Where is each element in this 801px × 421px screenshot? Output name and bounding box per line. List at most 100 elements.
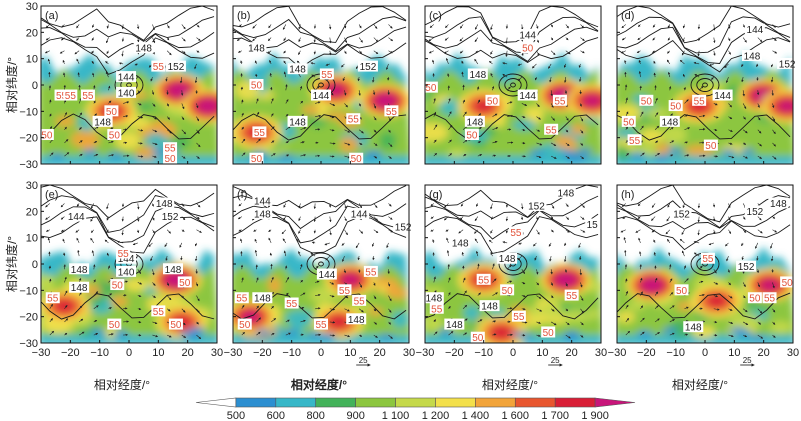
- vector-reference: 25: [548, 356, 563, 367]
- contour-label-box: [544, 123, 559, 135]
- contour-label: 55: [321, 70, 333, 81]
- contour-label: 50: [109, 320, 121, 331]
- contour-label: 55: [286, 299, 298, 310]
- contour-label: 140: [118, 267, 135, 278]
- contour-label: 50: [41, 131, 53, 142]
- contour-label-box: [116, 265, 137, 277]
- x-tick-label: −20: [637, 347, 656, 359]
- axis-titles: 相对纬度/° 相对纬度/° 相对经度/° 相对经度/° 相对经度/° 相对经度/°: [4, 57, 728, 392]
- contour-label: 148: [744, 52, 761, 63]
- contour-label: 148: [685, 323, 702, 334]
- contour-label-box: [237, 318, 252, 330]
- contour-label-box: [552, 94, 567, 106]
- contour-label: 50: [543, 328, 555, 339]
- x-tick-label: −30: [32, 347, 51, 359]
- colorbar-label: 900: [346, 410, 364, 421]
- contour-label-box: [249, 79, 264, 90]
- panel-label: (e): [45, 189, 58, 201]
- x-tick-label: 0: [510, 347, 516, 359]
- wind-vectors: [428, 24, 585, 160]
- contour-label-box: [780, 276, 795, 288]
- contour-label-box: [116, 247, 131, 259]
- contour-label: 50: [251, 81, 263, 92]
- vector-reference: 25: [356, 356, 371, 367]
- y-axis-title: 相对纬度/°: [4, 236, 19, 292]
- contour-label-box: [284, 297, 299, 309]
- contour-label-box: [683, 321, 704, 333]
- y-tick-label: −20: [19, 133, 38, 145]
- contour-label-box: [464, 129, 479, 141]
- contour-label-box: [674, 284, 689, 296]
- contour-label-box: [585, 218, 600, 230]
- contour-label-box: [393, 221, 414, 233]
- contour-label: 148: [425, 294, 442, 305]
- contour-label-box: [517, 89, 538, 101]
- contour-label-box: [508, 226, 523, 238]
- x-tick-label: 10: [344, 347, 356, 359]
- contour-label-box: [712, 89, 733, 101]
- contour-label-box: [252, 126, 267, 138]
- contour-label-box: [627, 134, 642, 146]
- contour-label: 148: [469, 70, 486, 81]
- x-tick-label: −30: [416, 347, 435, 359]
- x-tick-label: −20: [61, 347, 80, 359]
- contour-label-box: [69, 281, 90, 293]
- contour-label-box: [252, 194, 273, 206]
- x-tick-label: 30: [403, 347, 415, 359]
- contour-label: 148: [499, 254, 516, 265]
- panel-b: 148 148 152 144 148 50 55 55 55 55 50 50 (b): [232, 5, 410, 165]
- contour-label: 55: [47, 294, 59, 305]
- axis-ticks: −30 −20 −10 0 10 20 30 −30 −20 −10 0 10 20 30: [19, 180, 223, 359]
- contour-label: 152: [360, 62, 377, 73]
- colorbar-segment: [395, 397, 436, 408]
- panel-d: 144 148 152 144 148 55 50 50 50 55 50 (d): [616, 5, 798, 165]
- colorbar-label: 800: [307, 410, 325, 421]
- height-contours: [425, 185, 599, 320]
- contour-label: 144: [714, 91, 731, 102]
- contour-label: 55: [478, 275, 490, 286]
- contour-label-box: [747, 292, 762, 304]
- colorbar-label: 600: [267, 410, 285, 421]
- contour-label: 148: [481, 302, 498, 313]
- y-axis-title: 相对纬度/°: [4, 57, 19, 113]
- contour-label: 50: [472, 333, 484, 344]
- contour-label-box: [177, 276, 192, 288]
- y-tick-label: 0: [32, 259, 38, 271]
- contour-label-box: [246, 42, 267, 54]
- contour-label-box: [671, 207, 692, 219]
- contour-label-box: [346, 313, 367, 325]
- wind-vectors: [620, 203, 778, 339]
- contour-label: 55: [431, 304, 443, 315]
- contour-label-box: [744, 23, 765, 35]
- contour-label: 50: [705, 141, 717, 152]
- contour-label: 55: [153, 62, 165, 73]
- contour-label-box: [357, 60, 378, 72]
- contour-label: 50: [676, 286, 688, 297]
- contour-label-box: [316, 268, 337, 280]
- contour-label: 55: [566, 291, 578, 302]
- x-axis-title: 相对经度/°: [482, 377, 538, 392]
- contour-label: 55: [354, 296, 366, 307]
- contour-label-box: [520, 42, 535, 54]
- contour-label: 55: [386, 107, 398, 118]
- contour-label-box: [252, 292, 273, 304]
- contour-label-box: [319, 68, 334, 80]
- contour-label-box: [464, 115, 485, 127]
- colorbar-segment: [275, 397, 317, 408]
- height-contours: [617, 6, 791, 141]
- vector-reference-label: 25: [551, 356, 560, 365]
- contour-label: 55: [254, 128, 266, 139]
- contour-label: 55: [65, 91, 77, 102]
- contour-label-box: [659, 115, 680, 127]
- panel-label: (c): [429, 10, 442, 22]
- y-tick-label: 10: [26, 54, 38, 66]
- x-tick-label: −30: [224, 347, 243, 359]
- colorbar-segment: [475, 397, 516, 408]
- contour-label-box: [470, 331, 485, 343]
- axis-ticks: −30 −20 −10 0 10 20 30: [608, 184, 799, 359]
- contour-label: 148: [248, 44, 265, 55]
- contour-label: 152: [738, 262, 755, 273]
